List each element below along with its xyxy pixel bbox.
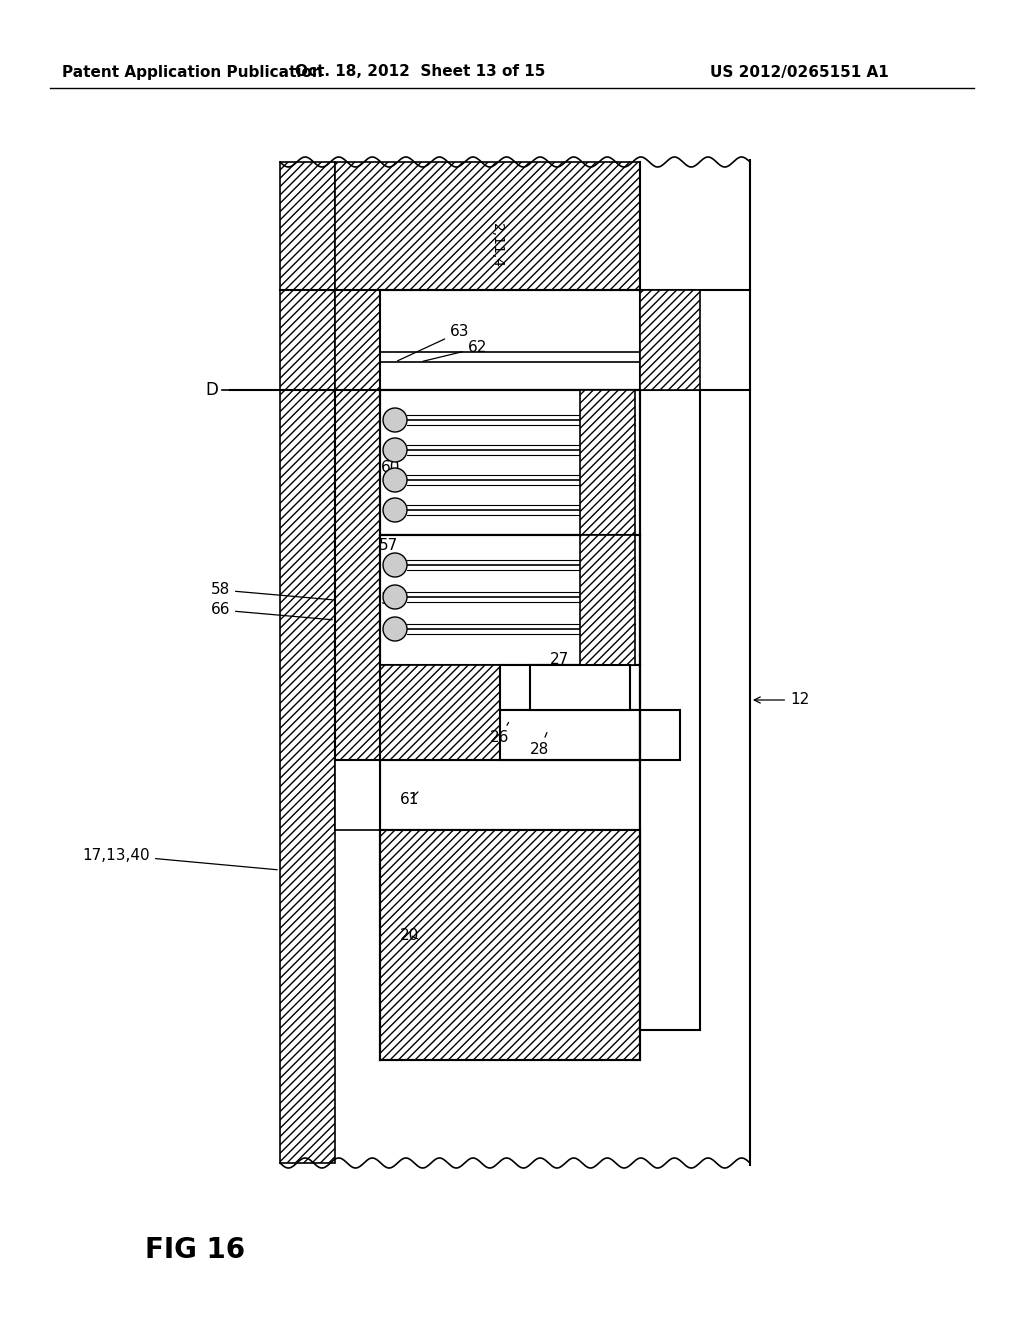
- Circle shape: [383, 498, 407, 521]
- Text: 61: 61: [400, 792, 420, 808]
- Bar: [335, 162, 640, 290]
- Text: 57: 57: [379, 537, 398, 562]
- Text: Oct. 18, 2012  Sheet 13 of 15: Oct. 18, 2012 Sheet 13 of 15: [295, 65, 545, 79]
- Bar: [335, 389, 380, 760]
- Text: 58: 58: [211, 582, 332, 599]
- Bar: [640, 290, 700, 389]
- Bar: [530, 665, 630, 710]
- Bar: [280, 162, 335, 1163]
- Text: 26: 26: [490, 722, 509, 746]
- Text: US 2012/0265151 A1: US 2012/0265151 A1: [710, 65, 889, 79]
- Bar: [380, 389, 640, 535]
- Bar: [380, 290, 640, 389]
- Bar: [580, 389, 635, 535]
- Bar: [500, 665, 640, 710]
- Text: 60: 60: [381, 453, 400, 475]
- Text: 66: 66: [211, 602, 332, 620]
- Text: 62: 62: [423, 341, 487, 362]
- Bar: [380, 665, 500, 760]
- Circle shape: [383, 408, 407, 432]
- Bar: [500, 710, 640, 760]
- Bar: [640, 389, 700, 1030]
- Text: D: D: [205, 381, 218, 399]
- Bar: [380, 535, 640, 665]
- Bar: [335, 760, 380, 830]
- Text: Patent Application Publication: Patent Application Publication: [62, 65, 323, 79]
- Bar: [335, 290, 380, 389]
- Circle shape: [383, 469, 407, 492]
- Bar: [580, 535, 635, 665]
- Bar: [640, 710, 680, 760]
- Text: 17,13,40: 17,13,40: [82, 847, 278, 870]
- Text: FIG 16: FIG 16: [145, 1236, 245, 1265]
- Text: 63: 63: [397, 325, 469, 360]
- Circle shape: [383, 438, 407, 462]
- Text: 27: 27: [542, 652, 569, 678]
- Bar: [640, 162, 750, 290]
- Text: 20: 20: [400, 928, 419, 942]
- Text: 31: 31: [381, 593, 400, 607]
- Circle shape: [383, 553, 407, 577]
- Bar: [380, 830, 640, 1060]
- Text: 28: 28: [530, 733, 549, 758]
- Bar: [640, 389, 700, 1030]
- Circle shape: [383, 616, 407, 642]
- Bar: [380, 760, 640, 830]
- Circle shape: [383, 585, 407, 609]
- Text: 2,11,4: 2,11,4: [490, 223, 504, 267]
- Text: 12: 12: [755, 693, 809, 708]
- Bar: [380, 389, 640, 700]
